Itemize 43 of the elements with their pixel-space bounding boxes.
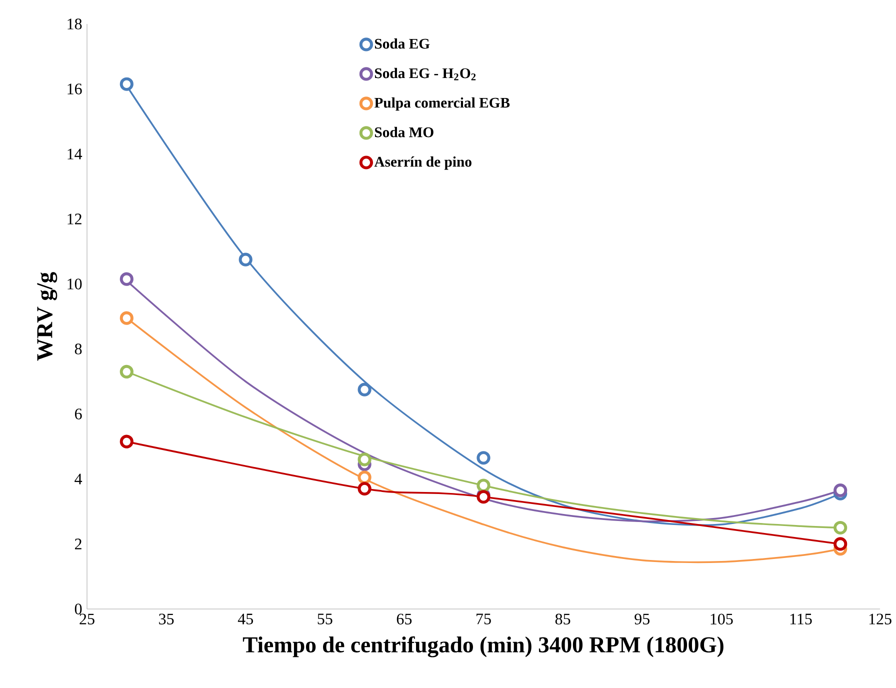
x-tick-label: 125	[869, 614, 892, 624]
y-tick-label: 12	[68, 214, 82, 224]
x-tick-label: 105	[710, 614, 733, 624]
y-tick-label: 6	[74, 408, 82, 420]
point	[476, 451, 490, 465]
point	[834, 484, 848, 498]
x-tick-label: 115	[790, 614, 812, 624]
legend-label: Pulpa comercial EGB	[374, 97, 510, 111]
x-tick-label: 45	[238, 614, 253, 624]
point	[834, 537, 848, 551]
x-tick-label: 75	[476, 614, 491, 624]
point	[120, 364, 134, 379]
y-axis-title: WRV g/g	[37, 272, 58, 361]
y-tick-label: 4	[74, 474, 82, 484]
point	[120, 272, 134, 286]
point	[358, 470, 372, 484]
legend-label: Soda EG	[374, 38, 430, 49]
point	[358, 382, 372, 396]
x-tick-label: 65	[396, 614, 412, 624]
y-tick-label: 10	[68, 278, 82, 290]
y-tick-label: 18	[68, 18, 82, 30]
legend-label: Aserrín de pino	[374, 156, 472, 170]
x-tick-label: 25	[80, 614, 94, 624]
legend-label: Soda EG - H$_{2}$O$_{2}$	[374, 68, 476, 80]
x-axis-title: Tiempo de centrifugado (min) 3400 RPM (1800G)	[242, 636, 724, 658]
point	[120, 77, 134, 91]
point	[120, 311, 134, 325]
y-tick-label: 2	[75, 538, 82, 550]
y-tick-label: 14	[68, 148, 82, 160]
point	[476, 478, 490, 492]
y-tick-label: 8	[74, 344, 82, 354]
x-tick-label: 95	[634, 614, 650, 624]
x-tick-label: 35	[159, 614, 174, 624]
point	[358, 482, 372, 496]
legend-label: Soda MO	[374, 126, 434, 138]
x-tick-label: 55	[318, 614, 332, 624]
point	[834, 520, 848, 535]
y-tick-label: 16	[68, 84, 82, 94]
point	[358, 452, 372, 466]
point	[238, 252, 252, 266]
y-tick-label: 0	[74, 604, 82, 614]
x-tick-label: 85	[555, 614, 570, 624]
point	[120, 434, 134, 448]
